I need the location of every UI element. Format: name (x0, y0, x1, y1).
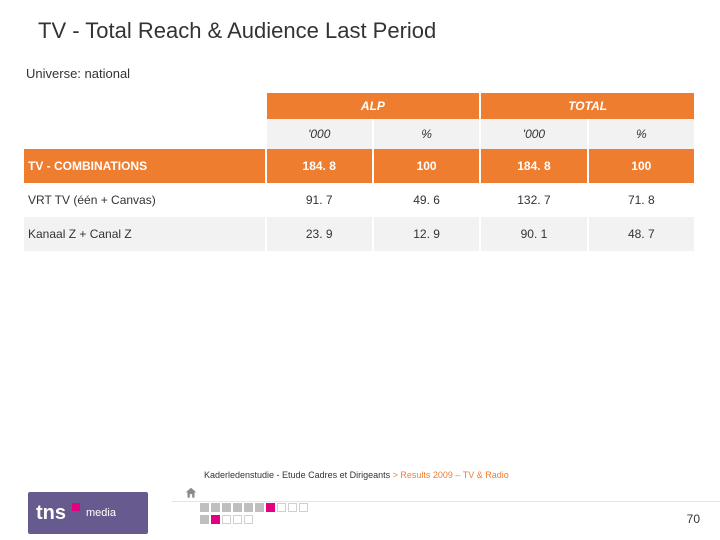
cell-value: 100 (373, 149, 480, 183)
breadcrumb-accent: > Results 2009 – TV & Radio (393, 470, 509, 480)
cell-value: 91. 7 (266, 183, 373, 217)
cell-value: 71. 8 (588, 183, 695, 217)
reach-table: ALP TOTAL '000 % '000 % TV - COMBINATION… (24, 93, 696, 251)
slide-footer: Kaderledenstudie - Etude Cadres et Dirig… (0, 470, 720, 540)
group-header-alp: ALP (266, 93, 481, 119)
home-icon[interactable] (184, 486, 198, 500)
cell-value: 90. 1 (480, 217, 587, 251)
subheader-alp-pct: % (373, 119, 480, 149)
cell-value: 100 (588, 149, 695, 183)
breadcrumb-plain: Kaderledenstudie - Etude Cadres et Dirig… (204, 470, 393, 480)
cell-value: 49. 6 (373, 183, 480, 217)
cell-value: 132. 7 (480, 183, 587, 217)
logo-dot-icon (72, 503, 80, 511)
universe-label: Universe: national (26, 66, 696, 81)
page-number: 70 (687, 512, 700, 526)
row-label: Kanaal Z + Canal Z (24, 217, 266, 251)
table-row: TV - COMBINATIONS184. 8100184. 8100 (24, 149, 695, 183)
table-row: Kanaal Z + Canal Z23. 912. 990. 148. 7 (24, 217, 695, 251)
cell-value: 184. 8 (480, 149, 587, 183)
group-header-total: TOTAL (480, 93, 695, 119)
cell-value: 23. 9 (266, 217, 373, 251)
cell-value: 12. 9 (373, 217, 480, 251)
subheader-alp-000: '000 (266, 119, 373, 149)
tns-logo: tns media (28, 492, 148, 534)
table-subheader-blank (24, 119, 266, 149)
page-title: TV - Total Reach & Audience Last Period (38, 18, 696, 44)
logo-sub-text: media (86, 507, 116, 519)
cell-value: 48. 7 (588, 217, 695, 251)
footer-divider (172, 501, 720, 502)
row-label: VRT TV (één + Canvas) (24, 183, 266, 217)
subheader-total-000: '000 (480, 119, 587, 149)
row-label: TV - COMBINATIONS (24, 149, 266, 183)
breadcrumb: Kaderledenstudie - Etude Cadres et Dirig… (204, 470, 720, 480)
subheader-total-pct: % (588, 119, 695, 149)
table-row: VRT TV (één + Canvas)91. 749. 6132. 771.… (24, 183, 695, 217)
cell-value: 184. 8 (266, 149, 373, 183)
table-corner-blank (24, 93, 266, 119)
progress-squares (200, 503, 308, 524)
logo-main-text: tns (36, 502, 80, 525)
